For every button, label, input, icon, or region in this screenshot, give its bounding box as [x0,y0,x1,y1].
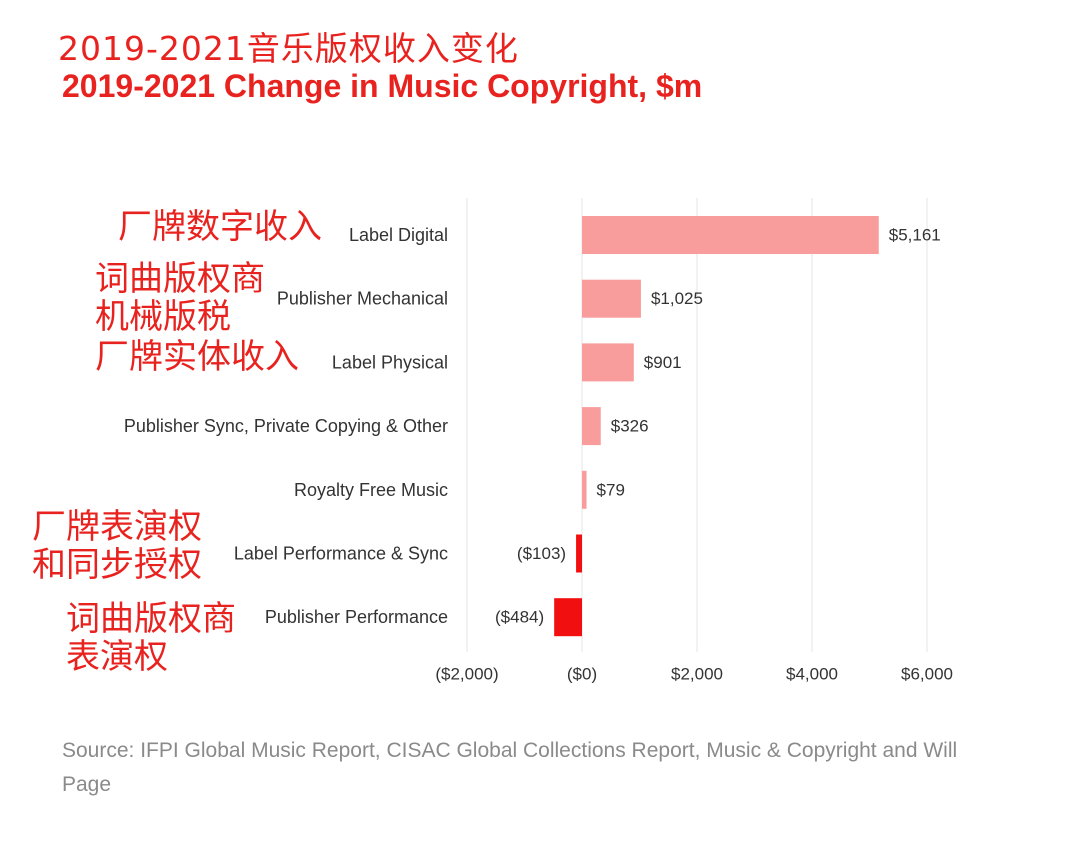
bar [554,598,582,637]
bar-value-label: $901 [644,353,682,372]
annotation-label-physical-cn: 厂牌实体收入 [95,338,299,376]
category-label: Label Physical [332,352,448,372]
annotation-label-performance-cn: 厂牌表演权 和同步授权 [32,508,202,584]
bar-value-label: $5,161 [889,226,941,245]
category-label: Royalty Free Music [294,480,448,500]
annotation-label-digital-cn: 厂牌数字收入 [118,208,322,246]
annotation-publisher-performance-cn: 词曲版权商 表演权 [66,600,236,676]
annotation-line: 词曲版权商 [66,599,236,639]
bar-value-label: $326 [611,417,649,436]
chart-title-chinese: 2019-2021音乐版权收入变化 [58,29,519,68]
bar-value-label: ($484) [495,608,544,627]
bar-value-label: $1,025 [651,289,703,308]
bar [582,407,601,446]
x-tick-label: ($0) [567,665,597,684]
x-tick-label: $2,000 [671,665,723,684]
annotation-line: 表演权 [66,637,168,677]
source-note: Source: IFPI Global Music Report, CISAC … [62,739,958,796]
annotation-line: 词曲版权商 [95,259,265,299]
category-label: Publisher Performance [265,607,448,627]
bar [582,279,641,318]
bar [576,534,582,573]
bar [582,216,879,254]
annotation-publisher-mechanical-cn: 词曲版权商 机械版税 [95,260,265,336]
category-label: Label Performance & Sync [234,544,448,564]
bar-value-label: $79 [597,480,625,499]
annotation-line: 和同步授权 [32,545,202,585]
bar [582,343,634,382]
annotation-line: 厂牌表演权 [32,507,202,547]
category-label: Label Digital [349,225,448,245]
bar [582,470,587,509]
chart-title-english: 2019-2021 Change in Music Copyright, $m [62,68,703,104]
bar-value-label: ($103) [517,544,566,563]
x-tick-label: $6,000 [901,665,953,684]
annotation-line: 机械版税 [95,297,231,337]
x-tick-label: ($2,000) [435,665,498,684]
category-label: Publisher Mechanical [277,289,448,309]
annotation-line: 厂牌实体收入 [95,337,299,377]
category-label: Publisher Sync, Private Copying & Other [124,416,448,436]
x-tick-label: $4,000 [786,665,838,684]
annotation-line: 厂牌数字收入 [118,207,322,247]
